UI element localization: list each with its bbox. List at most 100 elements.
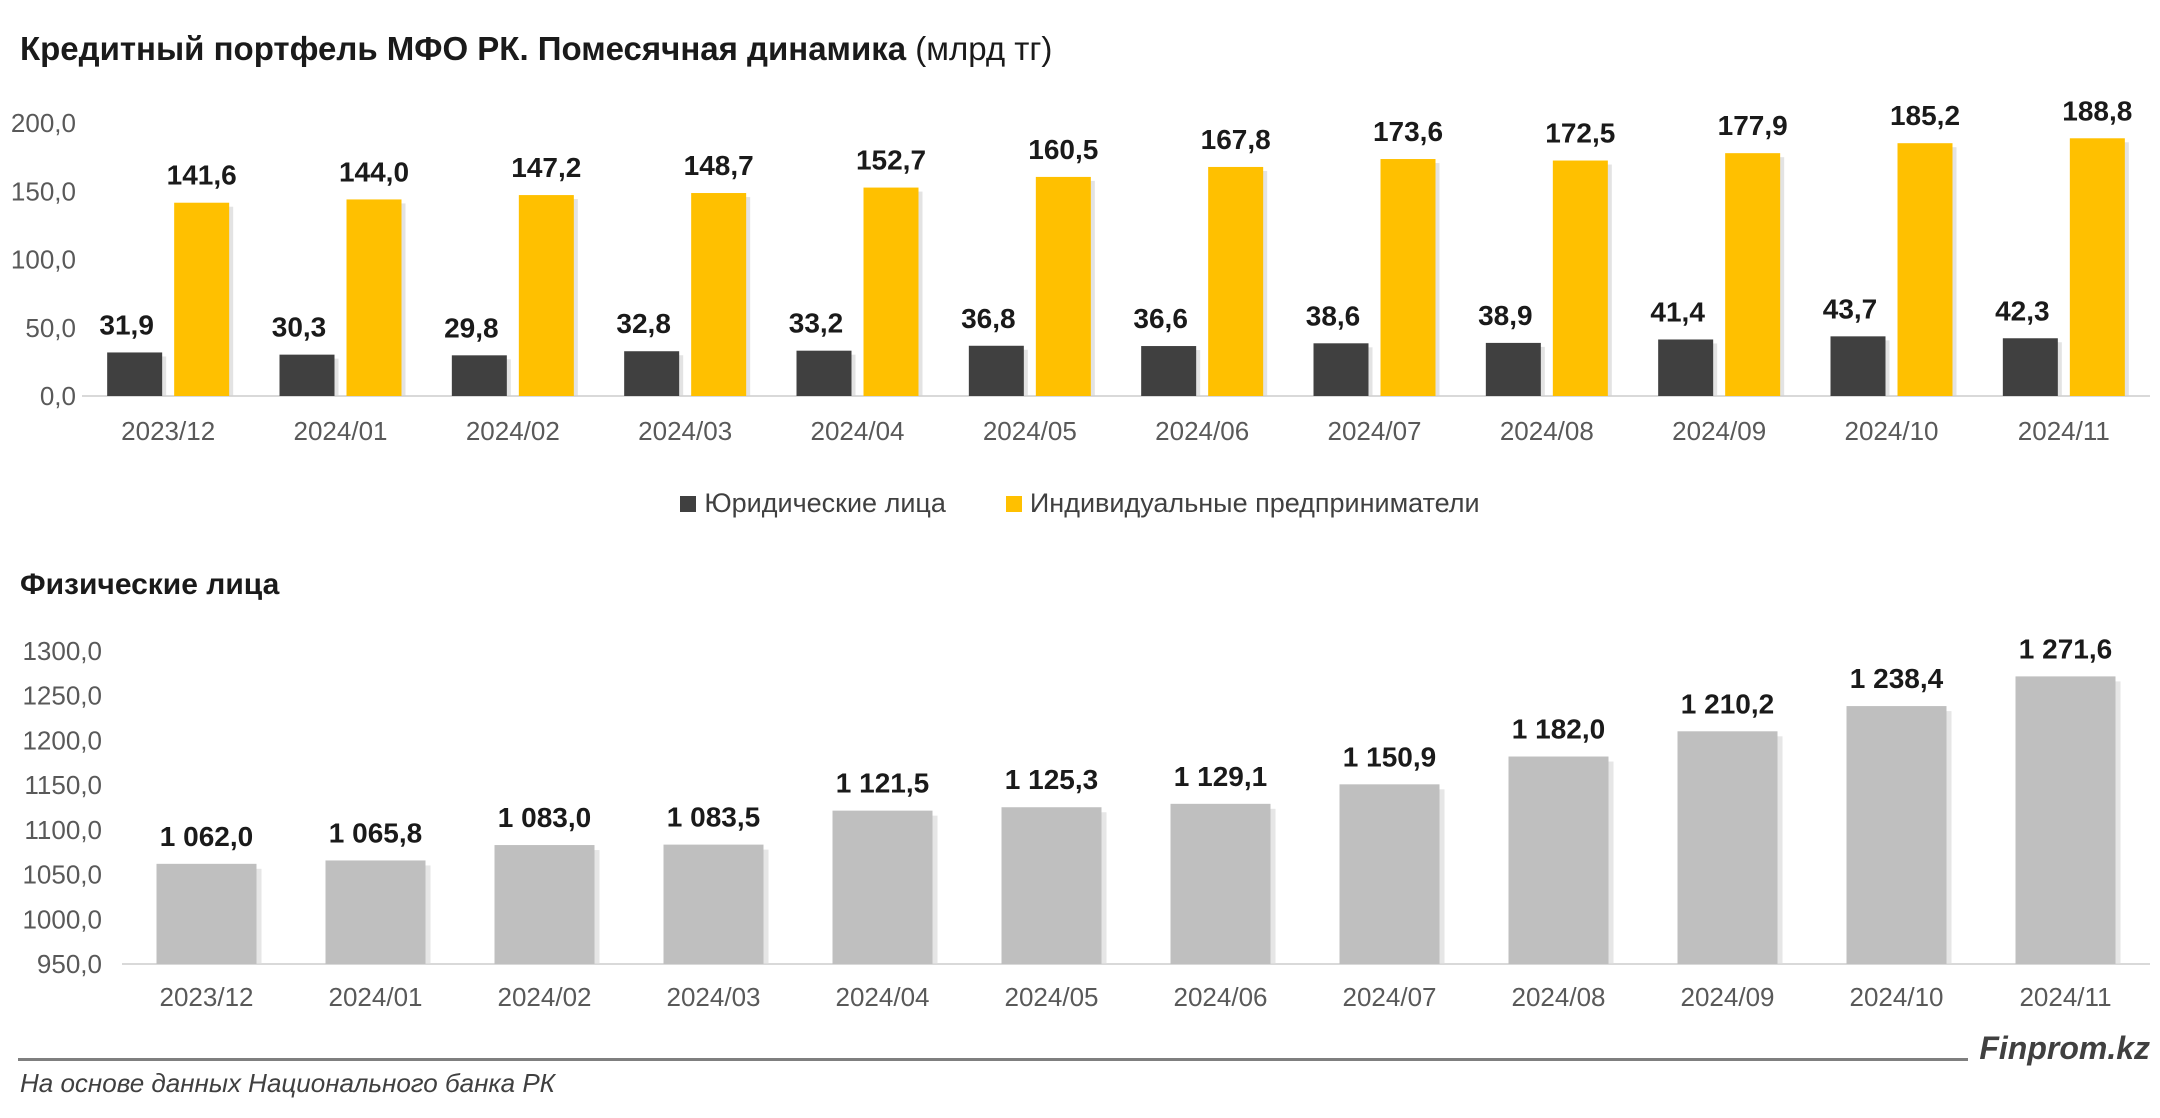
data-label-legal: 32,8 [616,308,671,339]
data-label-legal: 29,8 [444,312,499,343]
x-tick-label: 2024/07 [1343,982,1437,1012]
y-tick-label: 1000,0 [22,904,102,934]
data-label-ip: 148,7 [684,150,754,181]
bar-ip [863,187,919,396]
bar-physical [1846,706,1947,964]
x-tick-label: 2024/07 [1328,416,1422,446]
data-label-legal: 38,9 [1478,300,1533,331]
x-tick-label: 2024/10 [1850,982,1944,1012]
x-tick-label: 2024/04 [836,982,930,1012]
bar-ip [1897,143,1953,396]
x-tick-label: 2024/02 [498,982,592,1012]
data-label-ip: 188,8 [2062,95,2132,126]
data-label-ip: 144,0 [339,156,409,187]
bar-physical [663,844,764,964]
y-tick-label: 1150,0 [24,770,102,800]
legend-item-legal: Юридические лица [680,488,946,519]
data-label-legal: 41,4 [1650,296,1705,327]
data-label-legal: 31,9 [99,309,154,340]
bar-legal [1658,339,1714,396]
bar-legal [1141,346,1197,396]
data-label-physical: 1 083,5 [667,802,760,833]
x-tick-label: 2024/10 [1845,416,1939,446]
x-tick-label: 2024/09 [1681,982,1775,1012]
bar-physical [156,863,257,964]
y-tick-label: 150,0 [11,176,76,206]
chart-title: Кредитный портфель МФО РК. Помесячная ди… [20,30,1052,68]
data-label-legal: 42,3 [1995,295,2050,326]
bar-legal [279,354,335,396]
legend-swatch-legal [680,495,697,512]
x-tick-label: 2024/06 [1155,416,1249,446]
legend: Юридические лица Индивидуальные предприн… [0,488,2160,519]
chart-title-text: Кредитный портфель МФО РК. Помесячная ди… [20,30,907,67]
data-label-legal: 36,8 [961,303,1016,334]
data-label-physical: 1 210,2 [1681,688,1774,719]
x-tick-label: 2024/01 [294,416,388,446]
y-tick-label: 1250,0 [22,681,102,711]
y-tick-label: 1100,0 [24,815,102,845]
legend-item-ip: Индивидуальные предприниматели [1005,488,1480,519]
data-label-ip: 167,8 [1201,124,1271,155]
bar-physical [832,810,933,964]
data-label-physical: 1 182,0 [1512,714,1605,745]
data-label-legal: 38,6 [1306,300,1361,331]
bar-physical [1001,807,1102,964]
y-tick-label: 1200,0 [22,725,102,755]
data-label-physical: 1 150,9 [1343,741,1436,772]
bar-legal [2002,338,2058,396]
data-label-ip: 147,2 [511,152,581,183]
data-label-ip: 177,9 [1718,110,1788,141]
bar-legal [968,345,1024,396]
y-tick-label: 1050,0 [22,860,102,890]
bar-ip [691,193,747,396]
bar-legal [1830,336,1886,396]
bar-ip [1208,166,1264,396]
y-tick-label: 1300,0 [22,636,102,666]
x-tick-label: 2024/03 [638,416,732,446]
bar-physical [494,845,595,964]
x-tick-label: 2024/11 [2019,982,2111,1012]
top-bar-chart: 0,0 50,0 100,0 150,0 200,0 31,9 141,6 2023/12 30… [11,95,2150,446]
bar-ip [1035,176,1091,396]
legend-label-ip: Индивидуальные предприниматели [1029,488,1480,518]
x-tick-label: 2024/01 [329,982,423,1012]
data-label-ip: 173,6 [1373,116,1443,147]
data-label-physical: 1 271,6 [2019,633,2112,664]
y-tick-label: 950,0 [37,949,102,979]
data-label-physical: 1 065,8 [329,817,422,848]
bar-ip [1552,160,1608,396]
data-label-physical: 1 121,5 [836,768,929,799]
bar-legal [451,355,507,396]
x-tick-label: 2024/03 [667,982,761,1012]
data-label-ip: 152,7 [856,145,926,176]
footer-divider [18,1058,1968,1061]
x-tick-label: 2024/05 [1005,982,1099,1012]
x-tick-label: 2024/11 [2018,416,2110,446]
bar-legal [1313,343,1369,396]
bar-ip [518,195,574,396]
bar-physical [325,860,426,964]
y-tick-label: 200,0 [11,108,76,138]
bar-physical [1677,731,1778,964]
brand-logo-text: Finprom.kz [1979,1030,2150,1066]
bar-ip [1380,159,1436,396]
bar-ip [346,199,402,396]
x-tick-label: 2024/04 [811,416,905,446]
data-label-ip: 160,5 [1028,134,1098,165]
chart-title-unit: (млрд тг) [915,30,1053,67]
data-label-legal: 33,2 [789,308,844,339]
bar-legal [107,352,163,396]
bar-physical [1508,756,1609,964]
x-tick-label: 2024/09 [1672,416,1766,446]
data-label-legal: 30,3 [272,312,327,343]
data-label-physical: 1 129,1 [1174,761,1267,792]
bar-ip [2069,138,2125,396]
data-label-physical: 1 125,3 [1005,764,1098,795]
bar-physical [2015,676,2116,964]
bar-ip [174,202,230,396]
x-tick-label: 2024/08 [1512,982,1606,1012]
data-label-ip: 141,6 [167,160,237,191]
x-tick-label: 2023/12 [121,416,215,446]
y-tick-label: 0,0 [40,381,76,411]
